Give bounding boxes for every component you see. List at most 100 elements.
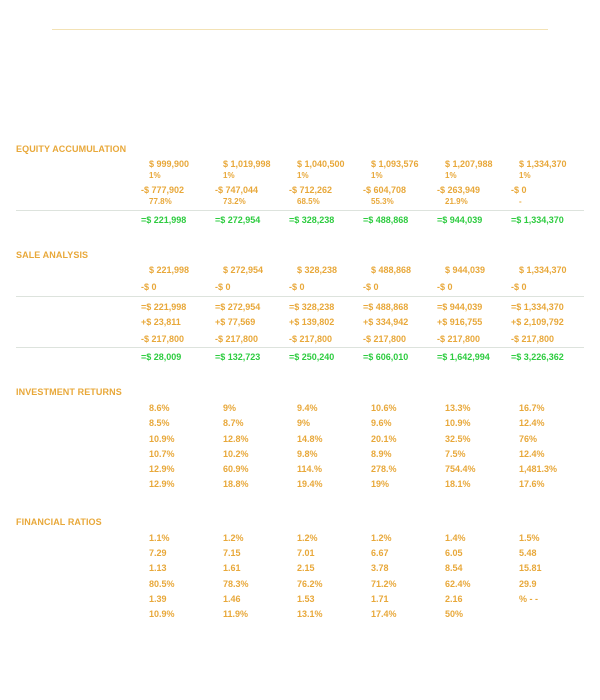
sale-investment: -$ 217,800	[363, 334, 407, 344]
equity-total: =$ 1,334,370	[511, 215, 564, 225]
ratios-cell: 71.2%	[371, 579, 397, 589]
sale-profit: =$ 250,240	[289, 352, 335, 362]
ratios-cell: 15.81	[519, 563, 542, 573]
ratios-cell: 8.54	[445, 563, 463, 573]
ratios-cell: 1.2%	[223, 533, 244, 543]
returns-cell: 1,481.3%	[519, 464, 558, 474]
sale-investment: -$ 217,800	[511, 334, 555, 344]
ratios-cell: 7.29	[149, 548, 167, 558]
ratios-cell: 1.46	[223, 594, 241, 604]
sale-investment: -$ 217,800	[289, 334, 333, 344]
sale-investment: -$ 217,800	[141, 334, 185, 344]
sale-cashflow-row: +$ 23,811 +$ 77,569 +$ 139,802 +$ 334,94…	[0, 317, 600, 329]
returns-cell: 10.9%	[445, 418, 471, 428]
ratios-cell: 1.2%	[297, 533, 318, 543]
equity-loan-pct: 77.8%	[149, 197, 172, 206]
returns-row: 12.9% 60.9% 114.% 278.% 754.4% 1,481.3%	[0, 464, 600, 476]
sale-costs: -$ 0	[141, 282, 157, 292]
returns-row: 10.9% 12.8% 14.8% 20.1% 32.5% 76%	[0, 434, 600, 446]
returns-cell: 19.4%	[297, 479, 323, 489]
sale-costs: -$ 0	[437, 282, 453, 292]
returns-cell: 9.6%	[371, 418, 392, 428]
returns-cell: 17.6%	[519, 479, 545, 489]
returns-cell: 8.9%	[371, 449, 392, 459]
equity-total: =$ 944,039	[437, 215, 483, 225]
returns-cell: 7.5%	[445, 449, 466, 459]
ratios-cell: 1.13	[149, 563, 167, 573]
section-title-equity: EQUITY ACCUMULATION	[16, 144, 127, 154]
ratios-cell: 6.67	[371, 548, 389, 558]
ratios-cell: 13.1%	[297, 609, 323, 619]
returns-cell: 12.8%	[223, 434, 249, 444]
sale-cashflow: +$ 139,802	[289, 317, 335, 327]
sale-cashflow: +$ 23,811	[141, 317, 181, 327]
sale-net-equity: =$ 328,238	[289, 302, 335, 312]
equity-value-pct: 1%	[297, 171, 309, 180]
ratios-cell: 5.48	[519, 548, 537, 558]
sale-costs: -$ 0	[511, 282, 527, 292]
equity-loan-pct-row: 77.8% 73.2% 68.5% 55.3% 21.9% -	[0, 196, 600, 208]
sale-profit: =$ 132,723	[215, 352, 261, 362]
ratios-row: 1.1% 1.2% 1.2% 1.2% 1.4% 1.5%	[0, 533, 600, 545]
returns-cell: 18.8%	[223, 479, 249, 489]
ratios-cell: 1.5%	[519, 533, 540, 543]
sale-profit: =$ 28,009	[141, 352, 182, 362]
returns-cell: 20.1%	[371, 434, 397, 444]
ratios-cell: 1.4%	[445, 533, 466, 543]
sale-equity-row: $ 221,998 $ 272,954 $ 328,238 $ 488,868 …	[0, 265, 600, 277]
returns-cell: 12.9%	[149, 479, 175, 489]
returns-row: 8.5% 8.7% 9% 9.6% 10.9% 12.4%	[0, 418, 600, 430]
equity-value-pct: 1%	[371, 171, 383, 180]
equity-loan-row: -$ 777,902 -$ 747,044 -$ 712,262 -$ 604,…	[0, 185, 600, 197]
equity-loan-pct: 21.9%	[445, 197, 468, 206]
returns-cell: 16.7%	[519, 403, 545, 413]
equity-loan-pct: 68.5%	[297, 197, 320, 206]
equity-total-row: =$ 221,998 =$ 272,954 =$ 328,238 =$ 488,…	[0, 215, 600, 227]
sale-cashflow: +$ 2,109,792	[511, 317, 564, 327]
returns-cell: 19%	[371, 479, 390, 489]
equity-loan: -$ 263,949	[437, 185, 481, 195]
equity-value: $ 1,334,370	[519, 159, 567, 169]
ratios-row: 80.5% 78.3% 76.2% 71.2% 62.4% 29.9	[0, 579, 600, 591]
ratios-cell: 2.16	[445, 594, 463, 604]
section-title-sale: SALE ANALYSIS	[16, 250, 89, 260]
returns-row: 8.6% 9% 9.4% 10.6% 13.3% 16.7%	[0, 403, 600, 415]
returns-cell: 12.4%	[519, 418, 545, 428]
ratios-cell: 1.61	[223, 563, 241, 573]
ratios-cell: % - -	[519, 594, 538, 604]
equity-loan-pct: 55.3%	[371, 197, 394, 206]
sale-net-equity: =$ 488,868	[363, 302, 409, 312]
returns-cell: 13.3%	[445, 403, 471, 413]
equity-value: $ 1,093,576	[371, 159, 419, 169]
returns-cell: 14.8%	[297, 434, 323, 444]
ratios-cell: 7.15	[223, 548, 241, 558]
equity-loan-pct: 73.2%	[223, 197, 246, 206]
ratios-cell: 11.9%	[223, 609, 249, 619]
returns-cell: 754.4%	[445, 464, 476, 474]
ratios-row: 1.13 1.61 2.15 3.78 8.54 15.81	[0, 563, 600, 575]
ratios-cell: 2.15	[297, 563, 315, 573]
equity-loan: -$ 0	[511, 185, 527, 195]
returns-cell: 9%	[223, 403, 237, 413]
ratios-row: 7.29 7.15 7.01 6.67 6.05 5.48	[0, 548, 600, 560]
sale-investment: -$ 217,800	[437, 334, 481, 344]
sale-divider-1	[16, 296, 584, 297]
sale-profit: =$ 606,010	[363, 352, 409, 362]
sale-cashflow: +$ 77,569	[215, 317, 256, 327]
equity-value-pct: 1%	[445, 171, 457, 180]
ratios-row: 10.9% 11.9% 13.1% 17.4% 50%	[0, 609, 600, 621]
equity-total: =$ 488,868	[363, 215, 409, 225]
equity-value-pct-row: 1% 1% 1% 1% 1% 1%	[0, 170, 600, 182]
equity-value-pct: 1%	[519, 171, 531, 180]
equity-total: =$ 272,954	[215, 215, 261, 225]
returns-cell: 10.2%	[223, 449, 249, 459]
returns-cell: 12.9%	[149, 464, 175, 474]
equity-value-pct: 1%	[223, 171, 235, 180]
ratios-cell: 1.1%	[149, 533, 170, 543]
ratios-cell: 29.9	[519, 579, 537, 589]
returns-cell: 114.%	[297, 464, 323, 474]
sale-costs-row: -$ 0 -$ 0 -$ 0 -$ 0 -$ 0 -$ 0	[0, 282, 600, 294]
sale-equity: $ 1,334,370	[519, 265, 567, 275]
sale-costs: -$ 0	[363, 282, 379, 292]
ratios-cell: 50%	[445, 609, 464, 619]
